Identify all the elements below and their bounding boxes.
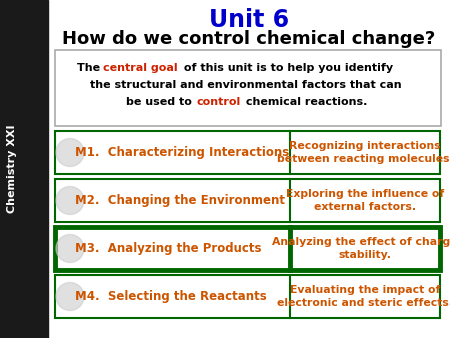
Circle shape: [56, 283, 84, 311]
Text: Unit 6: Unit 6: [209, 8, 289, 32]
Text: M1.  Characterizing Interactions: M1. Characterizing Interactions: [75, 146, 289, 159]
Text: the structural and environmental factors that can: the structural and environmental factors…: [90, 80, 402, 90]
Text: central goal: central goal: [103, 63, 178, 73]
Text: of this unit is to help you identify: of this unit is to help you identify: [180, 63, 393, 73]
Text: M3.  Analyzing the Products: M3. Analyzing the Products: [75, 242, 261, 255]
Bar: [55, 131, 440, 174]
Bar: [55, 275, 440, 318]
Text: Chemistry XXI: Chemistry XXI: [7, 125, 17, 213]
Circle shape: [56, 187, 84, 215]
Text: How do we control chemical change?: How do we control chemical change?: [63, 30, 436, 48]
Text: Evaluating the impact of
electronic and steric effects.: Evaluating the impact of electronic and …: [277, 285, 450, 308]
Text: M4.  Selecting the Reactants: M4. Selecting the Reactants: [75, 290, 267, 303]
Text: chemical reactions.: chemical reactions.: [242, 97, 367, 107]
Text: M2.  Changing the Environment: M2. Changing the Environment: [75, 194, 285, 207]
Text: be used to: be used to: [126, 97, 195, 107]
Text: Exploring the influence of
external factors.: Exploring the influence of external fact…: [286, 189, 444, 212]
Bar: [0, 0, 48, 338]
Text: The: The: [77, 63, 104, 73]
Bar: [55, 227, 440, 270]
Circle shape: [56, 235, 84, 263]
Text: Analyzing the effect of charge
stability.: Analyzing the effect of charge stability…: [272, 237, 450, 260]
Text: Recognizing interactions
between reacting molecules.: Recognizing interactions between reactin…: [277, 141, 450, 164]
Circle shape: [56, 139, 84, 167]
Text: control: control: [197, 97, 241, 107]
Bar: [55, 50, 441, 126]
Bar: [55, 179, 440, 222]
